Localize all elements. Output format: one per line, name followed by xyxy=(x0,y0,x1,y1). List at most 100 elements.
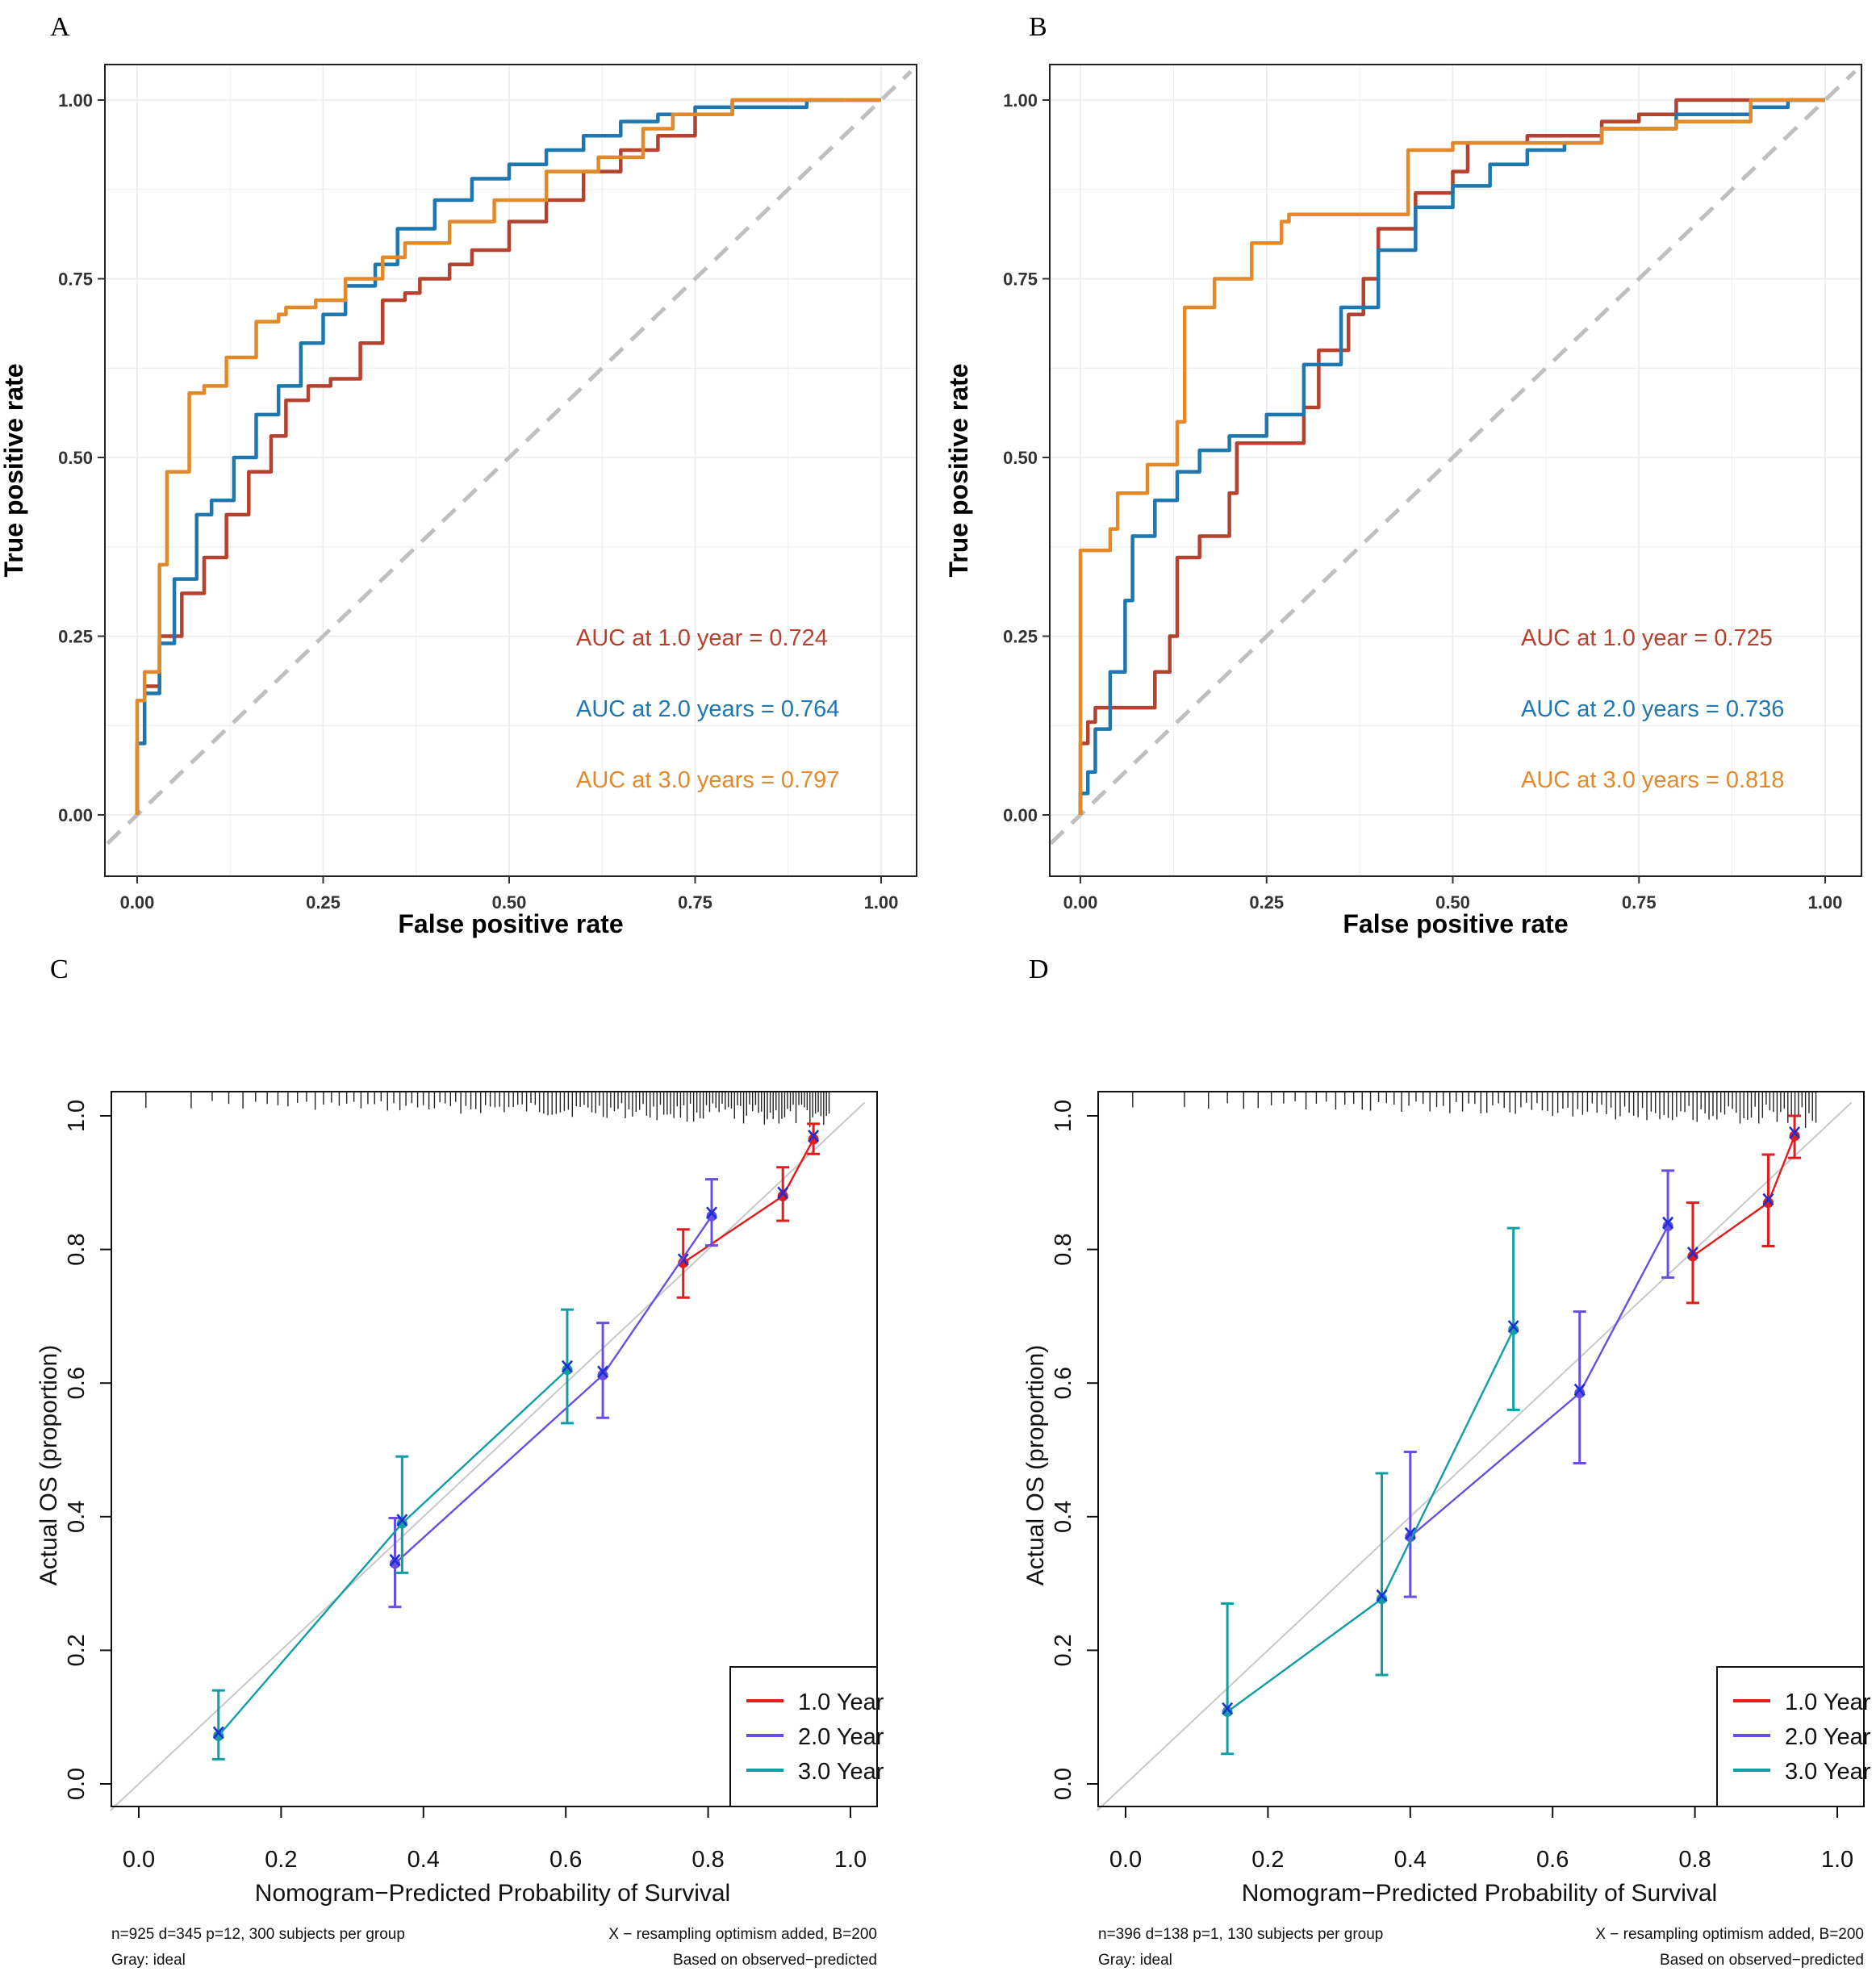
x-axis-title: False positive rate xyxy=(398,909,623,938)
y-tick-label: 0.4 xyxy=(64,1501,90,1533)
y-tick-label: 0.50 xyxy=(1003,448,1038,468)
plot-frame xyxy=(1049,64,1862,877)
x-tick-label: 0.00 xyxy=(120,892,155,913)
y-tick-label: 0.6 xyxy=(1051,1367,1076,1399)
x-tick-label: 0.8 xyxy=(1678,1847,1711,1873)
optimism-x-marker xyxy=(212,1726,224,1740)
legend-label-year-2: 2.0 Year xyxy=(798,1724,884,1750)
x-tick-label: 0.50 xyxy=(492,892,527,913)
ideal-line xyxy=(110,1101,866,1811)
x-tick-label: 0.25 xyxy=(1249,892,1284,913)
optimism-x-marker xyxy=(561,1360,573,1373)
y-tick-label: 0.75 xyxy=(1003,269,1038,290)
y-tick-label: 1.00 xyxy=(1003,90,1038,111)
data-point xyxy=(396,1518,407,1529)
y-axis-title: True positive rate xyxy=(0,364,28,578)
auc-annotation-year-1: AUC at 1.0 year = 0.724 xyxy=(576,625,828,651)
auc-annotation-year-2: AUC at 2.0 years = 0.764 xyxy=(576,696,839,722)
calibration-line-year-2 xyxy=(394,1215,713,1564)
footnote-left: Gray: ideal xyxy=(1098,1952,1172,1969)
y-tick-label: 0.2 xyxy=(64,1634,90,1666)
data-point xyxy=(808,1134,819,1145)
footnote-right: X − resampling optimism added, B=200 xyxy=(1595,1926,1864,1943)
plot-area xyxy=(105,65,917,876)
y-tick-label: 0.25 xyxy=(1003,627,1038,647)
footnote-left: n=396 d=138 p=1, 130 subjects per group xyxy=(1098,1926,1383,1943)
y-tick-label: 0.25 xyxy=(58,627,93,647)
y-tick-label: 0.00 xyxy=(58,805,93,825)
auc-annotation-year-3: AUC at 3.0 years = 0.797 xyxy=(576,767,839,793)
x-tick-label: 0.75 xyxy=(678,892,712,913)
optimism-x-marker xyxy=(389,1553,401,1567)
optimism-x-marker xyxy=(396,1514,408,1527)
calibration-line-year-1 xyxy=(683,1138,815,1264)
footnote-left: Gray: ideal xyxy=(111,1952,186,1969)
x-tick-label: 0.0 xyxy=(123,1847,155,1873)
panel-label-b: B xyxy=(1029,12,1047,42)
data-point xyxy=(390,1558,401,1569)
x-tick-label: 0.75 xyxy=(1622,892,1657,913)
calibration-panel-c: 0.0 0.2 0.4 0.6 0.8 1.0 0.0 0.2 0.4 0.6 0.8 1.0 Nomo… xyxy=(36,1091,884,1969)
calibration-panel-d: 0.0 0.2 0.4 0.6 0.8 1.0 0.0 0.2 0.4 0.6 0.8 1.0 Nomo… xyxy=(1022,1091,1871,1969)
optimism-x-marker xyxy=(777,1186,789,1200)
calibration-line-year-2 xyxy=(1410,1226,1669,1538)
y-tick-label: 0.0 xyxy=(64,1768,90,1800)
y-tick-label: 0.6 xyxy=(64,1367,90,1399)
y-tick-label: 1.0 xyxy=(1051,1100,1076,1132)
roc-curve-year-1 xyxy=(1078,98,1825,815)
data-point xyxy=(1377,1593,1388,1605)
x-tick-label: 0.2 xyxy=(265,1847,297,1873)
y-tick-label: 0.8 xyxy=(1051,1233,1076,1265)
x-tick-label: 1.0 xyxy=(1821,1847,1853,1873)
auc-annotation-year-1: AUC at 1.0 year = 0.725 xyxy=(1521,625,1773,651)
data-point xyxy=(213,1730,224,1741)
panel-label-c: C xyxy=(50,954,69,984)
footnote-left: n=925 d=345 p=12, 300 subjects per group xyxy=(111,1926,405,1943)
optimism-x-marker xyxy=(1789,1126,1801,1139)
x-tick-label: 0.00 xyxy=(1063,892,1098,913)
optimism-x-marker xyxy=(1222,1702,1234,1715)
x-tick-label: 0.8 xyxy=(691,1847,724,1873)
x-tick-label: 0.25 xyxy=(306,892,341,913)
footnote-right: Based on observed−predicted xyxy=(673,1952,877,1969)
calibration-line-year-3 xyxy=(217,1368,568,1737)
optimism-x-marker xyxy=(1404,1527,1416,1540)
y-axis-title: Actual OS (proportion) xyxy=(1022,1345,1049,1585)
auc-annotation-year-2: AUC at 2.0 years = 0.736 xyxy=(1521,696,1784,722)
footnote-right: X − resampling optimism added, B=200 xyxy=(608,1926,877,1943)
data-point xyxy=(706,1210,717,1222)
legend-label-year-1: 1.0 Year xyxy=(1785,1690,1871,1715)
panel-label-a: A xyxy=(50,12,70,42)
y-tick-label: 1.00 xyxy=(58,90,93,111)
optimism-x-marker xyxy=(706,1206,717,1220)
x-tick-label: 1.0 xyxy=(834,1847,867,1873)
roc-curve-year-3 xyxy=(1078,98,1825,815)
plot-frame xyxy=(104,64,917,877)
x-axis-title: Nomogram−Predicted Probability of Surviv… xyxy=(1242,1880,1717,1907)
x-tick-label: 0.4 xyxy=(407,1847,440,1873)
optimism-x-marker xyxy=(1662,1216,1674,1230)
data-point xyxy=(777,1190,788,1201)
x-tick-label: 0.4 xyxy=(1394,1847,1427,1873)
roc-curve-year-3 xyxy=(135,98,881,815)
y-axis-title: Actual OS (proportion) xyxy=(36,1345,62,1585)
data-point xyxy=(1508,1324,1519,1335)
x-tick-label: 0.50 xyxy=(1435,892,1470,913)
data-point xyxy=(1222,1706,1233,1718)
x-tick-label: 0.6 xyxy=(549,1847,582,1873)
optimism-x-marker xyxy=(1686,1247,1698,1259)
roc-panel-b: 0.00 0.25 0.50 0.75 1.00 0.00 0.25 0.50 0.75 1.00… xyxy=(944,64,1862,938)
optimism-x-marker xyxy=(1376,1589,1388,1602)
roc-panel-a: 0.00 0.25 0.50 0.75 1.00 0.00 0.25 0.50 0.75 1.00… xyxy=(0,64,917,938)
data-point xyxy=(1762,1197,1774,1209)
y-tick-label: 1.0 xyxy=(64,1100,90,1132)
y-tick-label: 0.50 xyxy=(58,448,93,468)
data-point xyxy=(597,1369,608,1380)
calibration-line-year-3 xyxy=(1226,1329,1515,1713)
x-tick-label: 0.2 xyxy=(1251,1847,1284,1873)
x-tick-label: 1.00 xyxy=(864,892,899,913)
data-point xyxy=(1574,1388,1586,1399)
y-tick-label: 0.2 xyxy=(1051,1634,1076,1666)
optimism-x-marker xyxy=(1762,1192,1774,1206)
x-tick-label: 0.0 xyxy=(1109,1847,1142,1873)
